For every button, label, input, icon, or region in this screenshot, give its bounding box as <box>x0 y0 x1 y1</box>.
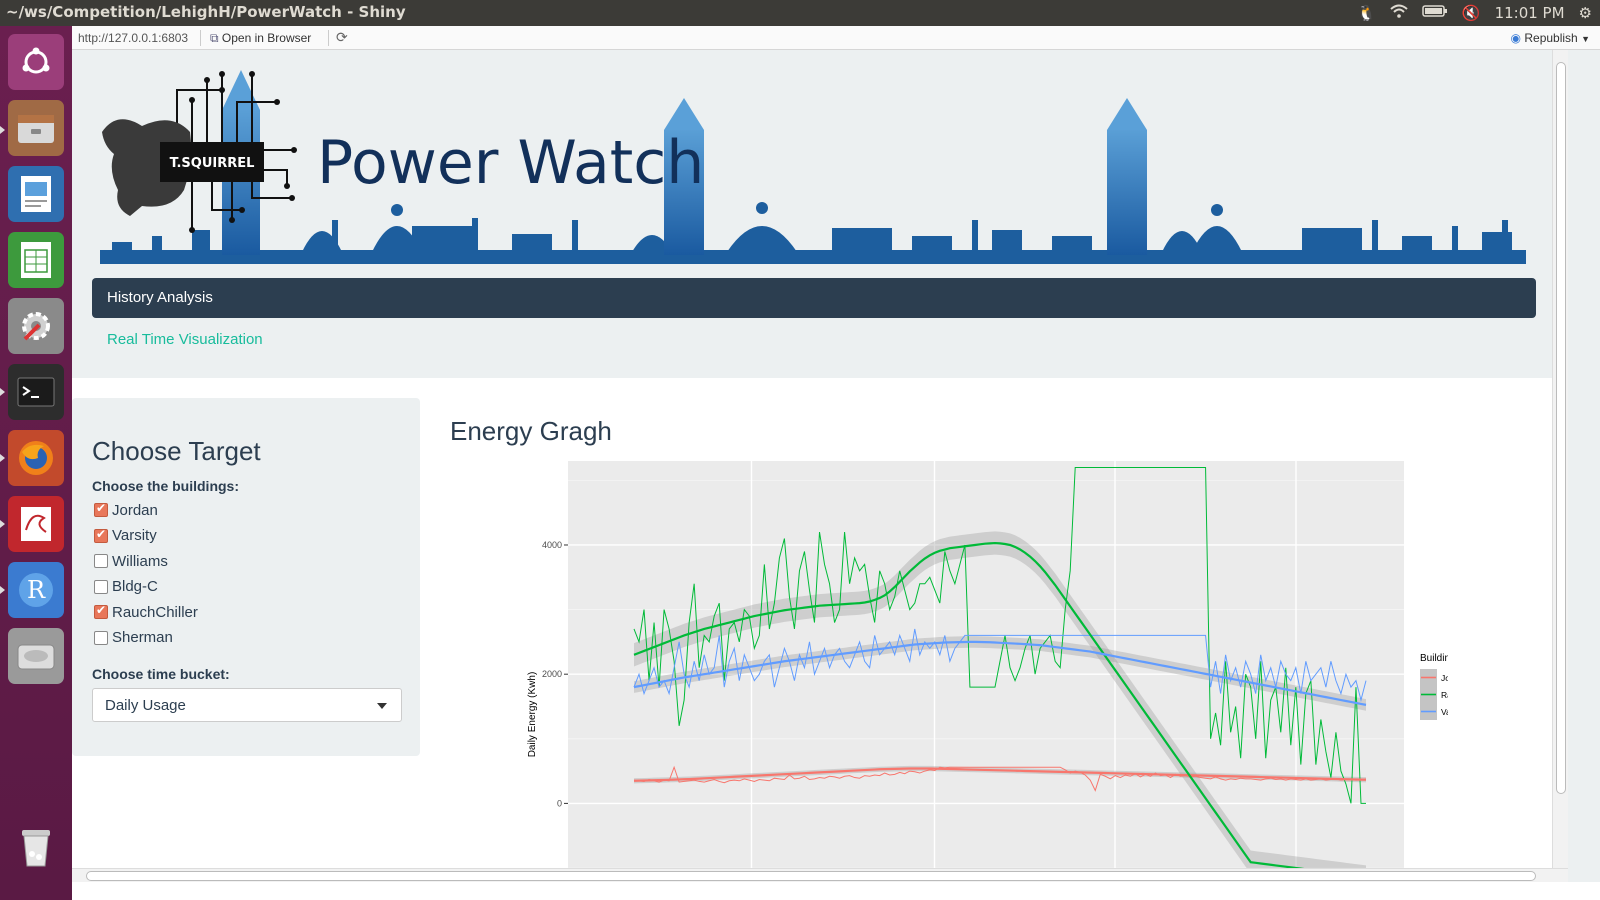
system-tray: 🐧 🔇 11:01 PM ⚙ <box>1357 0 1600 26</box>
viewer-toolbar: http://127.0.0.1:6803 ⧉ Open in Browser … <box>72 26 1600 50</box>
t-squirrel-logo: T.SQUIRREL <box>102 71 297 233</box>
y-tick-label: 2000 <box>542 669 562 679</box>
confidence-band-rauchchiller <box>634 531 1366 868</box>
energy-chart: 0 2000 4000 Daily Energy (Kwh) Building Jorda… <box>527 461 1448 868</box>
caret-down-icon <box>377 703 387 709</box>
navbar: History Analysis <box>92 278 1536 318</box>
checkbox-box[interactable] <box>94 579 108 594</box>
checkbox-varsity[interactable]: Varsity <box>94 526 157 546</box>
sidebar-panel: Choose Target Choose the buildings: Jord… <box>72 398 420 756</box>
checkbox-box[interactable] <box>94 603 108 619</box>
checkbox-rauchchiller[interactable]: RauchChiller <box>94 602 198 622</box>
trend-line-jordan <box>633 767 1367 782</box>
viewer-url[interactable]: http://127.0.0.1:6803 <box>78 31 189 45</box>
energy-graph-heading: Energy Gragh <box>450 416 612 446</box>
plot-panel <box>568 461 1404 868</box>
logo-text: T.SQUIRREL <box>170 156 255 171</box>
bucket-label: Choose time bucket: <box>92 666 230 682</box>
svg-text:R: R <box>27 576 46 604</box>
vertical-scrollbar[interactable] <box>1552 50 1568 868</box>
gear-icon[interactable]: ⚙ <box>1578 4 1592 22</box>
status-strip <box>72 882 1600 900</box>
republish-button[interactable]: ◉ Republish ▼ <box>1511 31 1590 45</box>
top-panel: ~/ws/Competition/LehighH/PowerWatch - Sh… <box>0 0 1600 26</box>
legend-label-jordan: Jordan <box>1441 673 1448 683</box>
firefox-icon[interactable] <box>8 430 64 486</box>
legend-title: Building <box>1420 653 1448 664</box>
shiny-page: T.SQUIRREL Power Watch History Analysis … <box>72 50 1552 868</box>
checkbox-label: Bldg-C <box>112 578 158 595</box>
evince-icon[interactable] <box>8 496 64 552</box>
running-indicator <box>0 454 5 462</box>
files-icon[interactable] <box>8 100 64 156</box>
checkbox-box[interactable] <box>94 554 108 568</box>
skyline-banner: T.SQUIRREL <box>100 70 1526 264</box>
toolbar-separator <box>328 30 329 46</box>
legend-label-rauchchiller: RauchChiller <box>1441 690 1448 700</box>
rstudio-icon[interactable]: R <box>8 562 64 618</box>
y-axis-label: Daily Energy (Kwh) <box>527 672 538 758</box>
checkbox-williams[interactable]: Williams <box>94 551 168 571</box>
checkbox-box[interactable] <box>94 527 108 543</box>
series-line-jordan <box>633 765 1367 792</box>
legend-label-varsity: Varsity <box>1441 707 1448 717</box>
volume-muted-icon[interactable]: 🔇 <box>1461 4 1481 22</box>
open-external-icon: ⧉ <box>210 31 219 45</box>
horizontal-scrollbar[interactable] <box>72 868 1568 882</box>
document-viewer-icon[interactable] <box>8 166 64 222</box>
checkbox-label: Williams <box>112 552 168 570</box>
toolbar-separator <box>200 30 201 46</box>
vertical-scroll-thumb[interactable] <box>1556 62 1566 794</box>
checkbox-jordan[interactable]: Jordan <box>94 500 158 520</box>
time-bucket-select[interactable]: Daily Usage <box>92 688 402 722</box>
trend-line-varsity <box>633 640 1367 706</box>
ubuntu-dash-icon[interactable] <box>8 34 64 90</box>
disk-icon[interactable] <box>8 628 64 684</box>
time-bucket-value: Daily Usage <box>105 697 186 714</box>
clock[interactable]: 11:01 PM <box>1494 4 1565 22</box>
checkbox-label: Jordan <box>112 501 158 519</box>
trend-line-rauchchiller <box>633 541 1305 868</box>
checkbox-sherman[interactable]: Sherman <box>94 628 173 648</box>
y-tick-label: 4000 <box>542 540 562 550</box>
publish-icon: ◉ <box>1510 31 1522 45</box>
open-in-browser-label: Open in Browser <box>221 31 312 45</box>
launcher: R <box>0 26 72 900</box>
tab-history-analysis[interactable]: History Analysis <box>107 289 213 306</box>
series-line-rauchchiller <box>633 466 1366 804</box>
checkbox-box[interactable] <box>94 630 108 645</box>
horizontal-scroll-thumb[interactable] <box>86 871 1536 881</box>
checkbox-label: Varsity <box>112 527 157 544</box>
running-indicator <box>0 126 5 134</box>
running-indicator <box>0 586 5 594</box>
buildings-label: Choose the buildings: <box>92 478 239 494</box>
checkbox-bldg-c[interactable]: Bldg-C <box>94 577 158 597</box>
checkbox-box[interactable] <box>94 501 108 517</box>
app-title: Power Watch <box>317 128 705 198</box>
battery-icon[interactable] <box>1422 4 1448 22</box>
sidebar-heading: Choose Target <box>92 436 261 466</box>
refresh-icon[interactable]: ⟳ <box>336 29 348 45</box>
tab-real-time-visualization[interactable]: Real Time Visualization <box>107 331 263 348</box>
open-in-browser-button[interactable]: ⧉ Open in Browser <box>210 31 311 46</box>
confidence-band-jordan <box>634 765 1366 784</box>
window-title: ~/ws/Competition/LehighH/PowerWatch - Sh… <box>6 3 406 21</box>
tux-icon[interactable]: 🐧 <box>1357 4 1376 22</box>
trash-icon[interactable] <box>8 818 64 874</box>
series-line-varsity <box>633 628 1367 703</box>
running-indicator <box>0 520 5 528</box>
checkbox-label: Sherman <box>112 629 173 646</box>
confidence-band-varsity <box>634 636 1366 711</box>
app-header: T.SQUIRREL Power Watch History Analysis … <box>72 50 1552 378</box>
running-indicator <box>0 388 5 396</box>
terminal-icon[interactable] <box>8 364 64 420</box>
y-tick-label: 0 <box>557 798 562 808</box>
spreadsheet-icon[interactable] <box>8 232 64 288</box>
checkbox-label: RauchChiller <box>112 603 198 621</box>
republish-label: Republish <box>1524 31 1578 45</box>
chevron-down-icon: ▼ <box>1581 34 1590 44</box>
system-settings-icon[interactable] <box>8 298 64 354</box>
wifi-icon[interactable] <box>1390 4 1408 22</box>
